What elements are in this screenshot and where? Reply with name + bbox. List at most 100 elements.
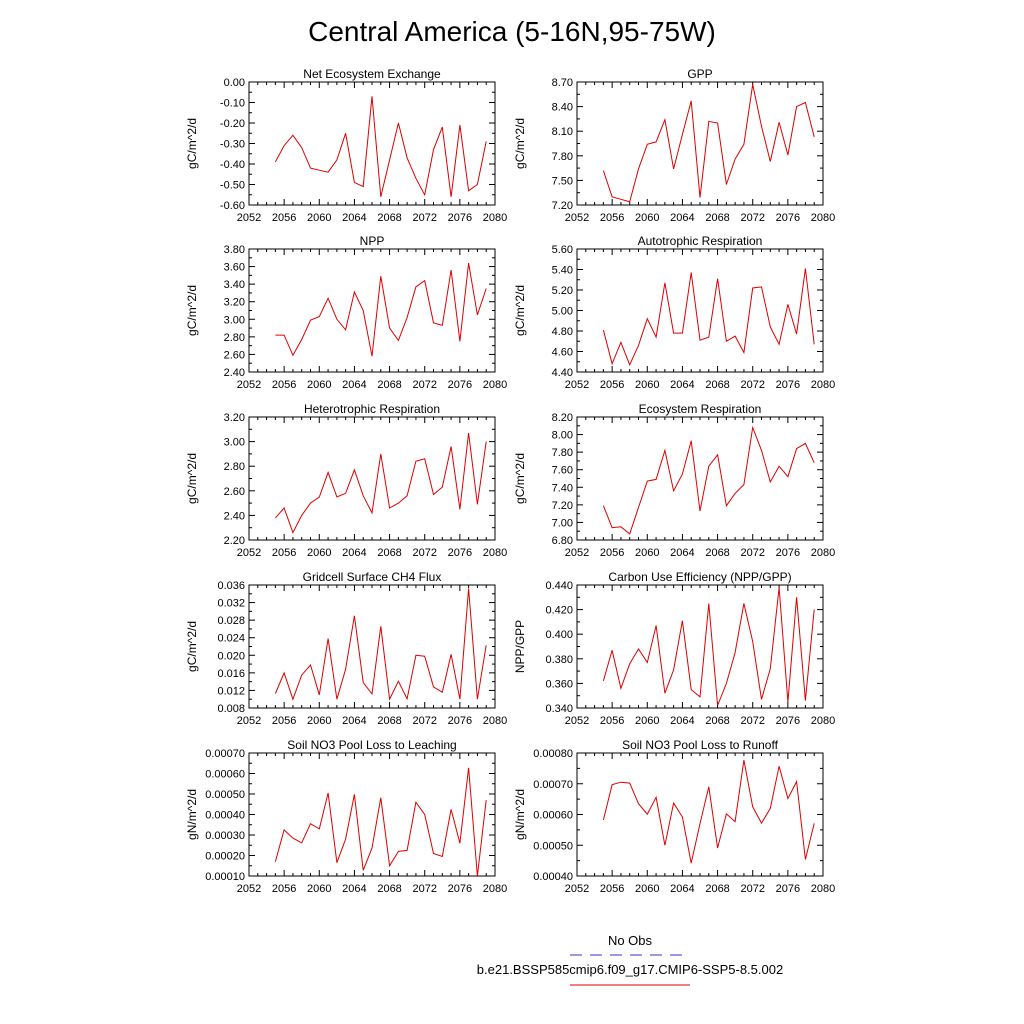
y-axis-label: gC/m^2/d [185, 285, 199, 336]
y-tick-label: 0.00040 [533, 871, 573, 883]
y-tick-label: 3.80 [224, 244, 245, 256]
x-tick-label: 2080 [483, 379, 507, 391]
x-tick-label: 2056 [600, 883, 624, 895]
panel-title: Net Ecosystem Exchange [303, 67, 441, 81]
y-tick-label: 7.20 [552, 500, 573, 512]
x-tick-label: 2072 [740, 547, 764, 559]
y-tick-label: 5.60 [552, 244, 573, 256]
y-axis-label: gC/m^2/d [513, 118, 527, 169]
y-tick-label: 0.028 [217, 615, 245, 627]
x-tick-label: 2064 [670, 379, 694, 391]
x-tick-label: 2052 [565, 547, 589, 559]
series-line-model [602, 425, 815, 535]
y-tick-label: 2.40 [224, 510, 245, 522]
x-tick-label: 2052 [237, 715, 261, 727]
x-tick-label: 2060 [307, 883, 331, 895]
y-tick-label: 8.70 [552, 77, 573, 89]
y-axis-label: gC/m^2/d [185, 453, 199, 504]
y-tick-label: 3.40 [224, 279, 245, 291]
y-tick-label: 4.60 [552, 347, 573, 359]
x-tick-label: 2056 [600, 379, 624, 391]
y-axis-label: gN/m^2/d [185, 789, 199, 840]
plot-frame [576, 584, 824, 709]
x-tick-label: 2076 [776, 212, 800, 224]
x-tick-label: 2060 [307, 379, 331, 391]
y-tick-label: 0.00060 [205, 769, 245, 781]
y-tick-label: 3.00 [224, 437, 245, 449]
y-tick-label: 3.20 [224, 297, 245, 309]
x-tick-label: 2080 [483, 212, 507, 224]
panel-soil-no3-pool-loss-to-runoff: Soil NO3 Pool Loss to Runoff gN/m^2/d 0.00… [513, 738, 835, 895]
y-tick-label: 7.80 [552, 447, 573, 459]
y-tick-label: -0.60 [220, 200, 245, 212]
x-tick-label: 2060 [307, 547, 331, 559]
y-tick-label: 0.440 [545, 580, 573, 592]
panel-title: Heterotrophic Respiration [304, 402, 440, 416]
x-tick-label: 2068 [377, 212, 401, 224]
y-tick-label: -0.30 [220, 139, 245, 151]
x-tick-label: 2064 [342, 379, 366, 391]
y-axis-label: gN/m^2/d [513, 789, 527, 840]
y-tick-label: 6.80 [552, 535, 573, 547]
x-tick-label: 2072 [412, 212, 436, 224]
y-tick-label: 0.400 [545, 629, 573, 641]
y-tick-label: 2.20 [224, 535, 245, 547]
y-tick-label: 3.20 [224, 412, 245, 424]
x-tick-label: 2064 [342, 883, 366, 895]
y-tick-label: 0.360 [545, 678, 573, 690]
y-tick-label: 0.008 [217, 703, 245, 715]
plot-frame [576, 81, 824, 206]
y-tick-label: 0.032 [217, 598, 245, 610]
y-tick-label: 7.20 [552, 200, 573, 212]
x-tick-label: 2080 [811, 212, 835, 224]
x-tick-label: 2068 [705, 212, 729, 224]
y-tick-label: 7.00 [552, 517, 573, 529]
y-tick-label: 2.60 [224, 486, 245, 498]
y-tick-label: 7.40 [552, 482, 573, 494]
panel-title: Gridcell Surface CH4 Flux [303, 570, 442, 584]
x-tick-label: 2072 [412, 883, 436, 895]
x-tick-label: 2072 [412, 715, 436, 727]
x-tick-label: 2056 [272, 212, 296, 224]
y-tick-label: 5.20 [552, 285, 573, 297]
x-tick-label: 2052 [237, 212, 261, 224]
y-tick-label: 8.10 [552, 126, 573, 138]
x-tick-label: 2056 [272, 547, 296, 559]
panel-npp: NPP gC/m^2/d 3.80 3.60 3.40 3.20 3.00 2.80 2.60 2… [185, 234, 507, 391]
x-tick-label: 2060 [635, 547, 659, 559]
y-axis-label: gC/m^2/d [513, 453, 527, 504]
x-tick-label: 2076 [776, 715, 800, 727]
series-line-model [275, 432, 487, 534]
x-tick-label: 2060 [307, 715, 331, 727]
x-tick-label: 2060 [635, 212, 659, 224]
panel-autotrophic-respiration: Autotrophic Respiration gC/m^2/d 5.60 5.40 5… [513, 234, 835, 391]
y-tick-label: 3.00 [224, 314, 245, 326]
x-tick-label: 2080 [811, 715, 835, 727]
y-tick-label: 0.00060 [533, 810, 573, 822]
x-tick-label: 2076 [776, 883, 800, 895]
panel-gridcell-surface-ch4-flux: Gridcell Surface CH4 Flux gC/m^2/d 0.036 0.… [185, 570, 507, 727]
x-tick-label: 2068 [705, 379, 729, 391]
y-tick-label: 7.50 [552, 175, 573, 187]
y-tick-label: 0.00010 [205, 871, 245, 883]
y-tick-label: 0.00080 [533, 748, 573, 760]
y-tick-label: 2.80 [224, 461, 245, 473]
legend-model-label: b.e21.BSSP585cmip6.f09_g17.CMIP6-SSP5-8.… [477, 962, 783, 977]
series-line-model [602, 760, 815, 864]
x-tick-label: 2060 [635, 883, 659, 895]
panel-title: Carbon Use Efficiency (NPP/GPP) [608, 570, 791, 584]
panel-soil-no3-pool-loss-to-leaching: Soil NO3 Pool Loss to Leaching gN/m^2/d 0.… [185, 738, 507, 895]
y-tick-label: -0.50 [220, 180, 245, 192]
x-tick-label: 2064 [342, 715, 366, 727]
panel-title: Soil NO3 Pool Loss to Leaching [287, 738, 456, 752]
y-tick-label: 4.80 [552, 326, 573, 338]
y-tick-label: 2.60 [224, 349, 245, 361]
x-tick-label: 2064 [670, 715, 694, 727]
x-tick-label: 2072 [740, 715, 764, 727]
x-tick-label: 2052 [565, 212, 589, 224]
x-tick-label: 2064 [670, 212, 694, 224]
y-axis-label: NPP/GPP [513, 620, 527, 673]
series-line-model [274, 588, 487, 701]
x-tick-label: 2064 [670, 883, 694, 895]
